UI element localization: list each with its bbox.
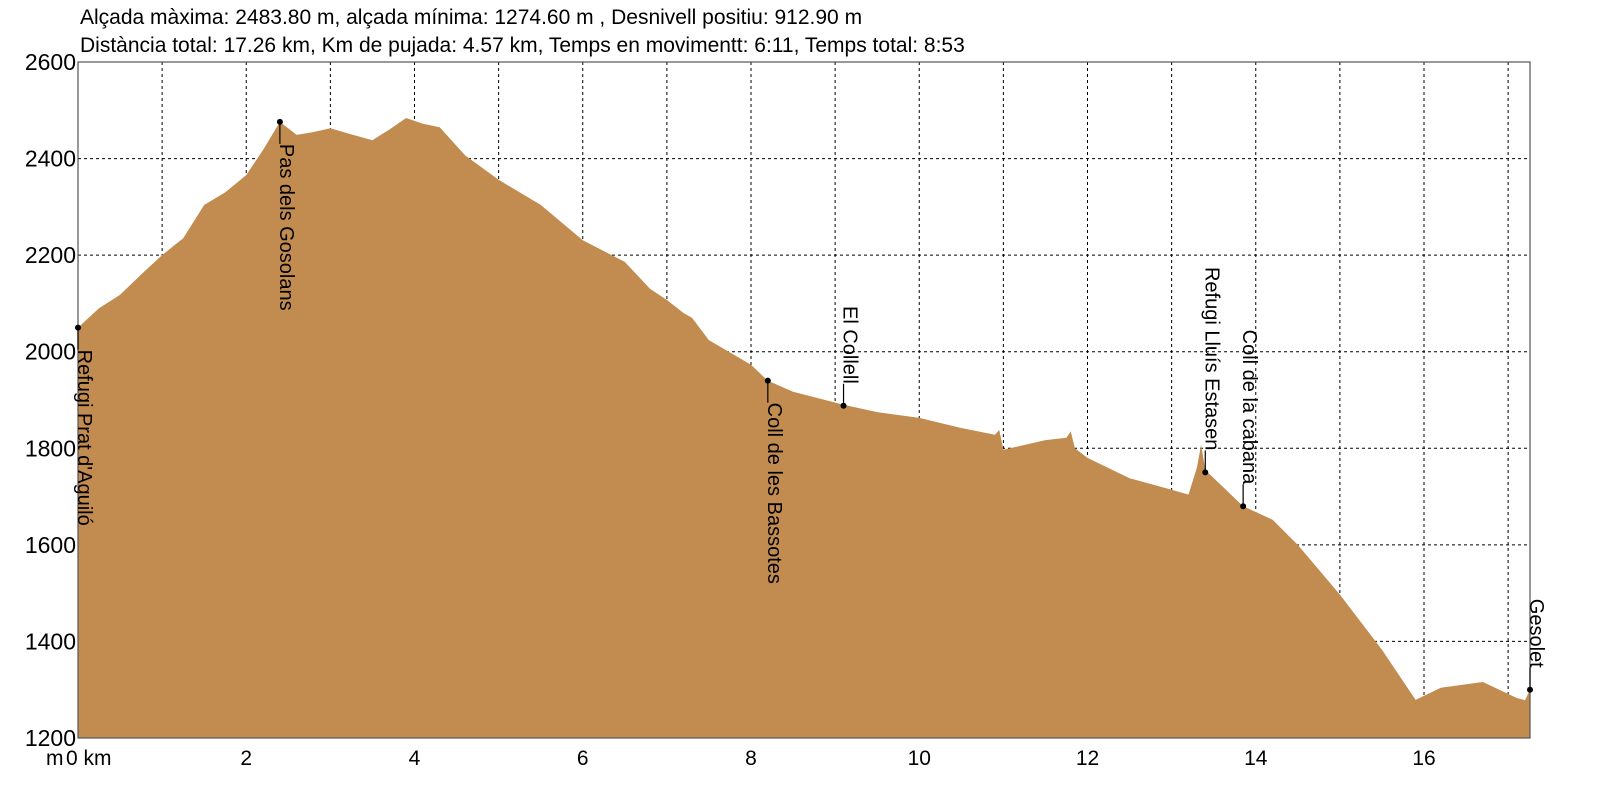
elevation-area [78, 118, 1530, 738]
y-tick-label: 2200 [25, 242, 76, 268]
y-tick-label: 2600 [25, 49, 76, 75]
chart-title-line-1: Alçada màxima: 2483.80 m, alçada mínima:… [80, 6, 862, 29]
y-tick-label: 2400 [25, 146, 76, 172]
x-tick-label: 4 [409, 747, 421, 770]
waypoint-dot [1527, 686, 1533, 693]
waypoint-dot [1240, 503, 1247, 510]
y-tick-label: 1600 [25, 532, 76, 558]
waypoint-marker: El Collell [839, 306, 861, 409]
y-axis: 1200 1400 1600 1800 2000 2200 2400 2600 [25, 49, 76, 751]
y-tick-label: 1200 [25, 725, 76, 751]
x-tick-label: 16 [1412, 747, 1435, 770]
x-tick-label: 8 [745, 747, 757, 770]
y-tick-label: 1800 [25, 435, 76, 461]
waypoint-marker: Pas dels Gosolans [275, 118, 297, 311]
waypoint-dot [1202, 469, 1209, 476]
waypoint-label: Pas dels Gosolans [275, 144, 297, 311]
waypoints: Refugi Prat d'Aguiló Pas dels Gosolans Col… [73, 118, 1547, 693]
x-tick-label: 14 [1244, 747, 1268, 770]
waypoint-label: Coll de la cabana [1238, 330, 1260, 485]
waypoint-label: Coll de les Bassotes [763, 403, 785, 584]
waypoint-dot [840, 402, 847, 409]
waypoint-marker: Coll de les Bassotes [763, 377, 785, 584]
plot-frame [77, 61, 1531, 739]
x-tick-label: 6 [577, 747, 589, 770]
x-tick-label: 12 [1076, 747, 1099, 770]
waypoint-marker: Gesolet [1525, 599, 1547, 693]
x-tick-label: 2 [240, 747, 252, 770]
waypoint-label: Refugi Prat d'Aguiló [73, 350, 95, 526]
x-tick-label: 0 km [66, 747, 112, 770]
y-tick-label: 2000 [25, 339, 76, 365]
waypoint-dot [764, 377, 771, 384]
waypoint-label: El Collell [839, 306, 861, 384]
waypoint-label: Refugi Lluís Estasen [1200, 267, 1222, 450]
chart-title-line-2: Distància total: 17.26 km, Km de pujada:… [80, 34, 965, 57]
y-tick-label: 1400 [25, 628, 76, 654]
y-axis-unit: m [46, 747, 64, 770]
waypoint-dot [75, 324, 81, 331]
waypoint-label: Gesolet [1525, 599, 1547, 668]
waypoint-dot [276, 118, 283, 125]
waypoint-marker: Refugi Lluís Estasen [1200, 267, 1222, 476]
x-tick-label: 10 [908, 747, 931, 770]
waypoint-marker: Refugi Prat d'Aguiló [73, 324, 95, 526]
waypoint-marker: Coll de la cabana [1238, 330, 1260, 510]
x-axis: 0 km 2 4 6 8 10 12 14 16 [66, 747, 1436, 770]
